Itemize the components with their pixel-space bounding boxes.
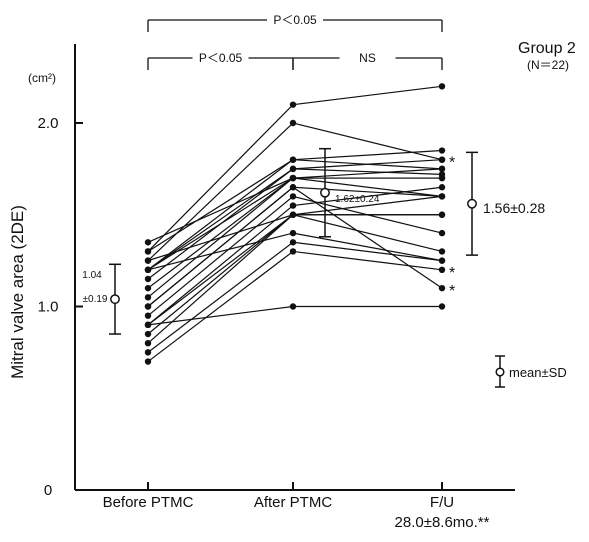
series-point-5-2 — [438, 184, 446, 191]
series-point-9-1 — [289, 184, 297, 191]
after-mean-sd-label: 1.62±0.24 — [335, 194, 380, 205]
series-point-17-0 — [144, 257, 152, 264]
series-point-20-2 — [438, 193, 446, 200]
series-point-7-2 — [438, 229, 446, 237]
series-point-6-2 — [438, 303, 446, 310]
series-point-19-2 — [438, 83, 446, 90]
chart-subtitle: (N＝22) — [527, 58, 569, 72]
asterisk-0: * — [449, 155, 455, 172]
series-point-10-0 — [144, 294, 152, 301]
legend-mean-marker — [495, 367, 505, 377]
legend-mean-sd-label: mean±SD — [509, 365, 567, 380]
series-point-8-2 — [438, 284, 446, 292]
series-point-21-2 — [438, 171, 446, 178]
mean-marker-1 — [320, 187, 330, 198]
y-tick-label-1.0: 1.0 — [38, 299, 59, 316]
series-point-16-2 — [438, 156, 446, 163]
series-point-6-1 — [289, 303, 297, 310]
comparison-label-bg-1 — [192, 49, 249, 65]
series-point-11-0 — [144, 284, 152, 292]
mean-marker-0 — [110, 294, 120, 305]
series-point-20-0 — [144, 239, 152, 246]
series-point-21-1 — [289, 165, 297, 173]
comparison-label-bg-0 — [267, 11, 323, 27]
series-point-15-1 — [289, 229, 297, 237]
mean-marker-2 — [467, 198, 477, 209]
before-mean-label: 1.04 — [82, 270, 102, 281]
series-point-0-1 — [289, 248, 297, 255]
series-point-2-2 — [438, 248, 446, 255]
series-point-1-0 — [144, 349, 152, 356]
fu-mean-sd-label: 1.56±0.28 — [483, 200, 545, 216]
comparison-label-bg-2 — [339, 49, 396, 65]
series-point-15-2 — [438, 257, 446, 264]
series-point-9-0 — [144, 303, 152, 310]
asterisk-2: * — [449, 283, 455, 300]
y-axis-label: Mitral valve area (2DE) — [8, 205, 27, 379]
series-point-17-2 — [438, 211, 446, 218]
series-point-18-1 — [289, 156, 297, 163]
before-sd-label: ±0.19 — [83, 294, 108, 305]
comparison-label-0: P＜0.05 — [273, 13, 317, 27]
series-point-1-1 — [289, 239, 297, 246]
y-tick-label-2.0: 2.0 — [38, 115, 59, 132]
x-tick-label-1: After PTMC — [254, 494, 333, 511]
x-tick-label-2: F/U — [430, 494, 454, 511]
series-point-12-0 — [144, 275, 152, 283]
series-point-14-2 — [438, 165, 446, 173]
series-point-21-0 — [144, 266, 152, 273]
series-point-19-1 — [289, 101, 297, 108]
comparison-label-1: P＜0.05 — [199, 51, 243, 65]
series-point-7-1 — [289, 193, 297, 200]
x-tick-label-0: Before PTMC — [103, 494, 194, 511]
series-line-6 — [147, 305, 442, 326]
y-axis-unit: (cm²) — [28, 71, 56, 85]
series-point-5-1 — [289, 202, 297, 209]
series-point-0-2 — [438, 266, 446, 273]
series-point-18-2 — [438, 147, 446, 154]
y-tick-label-0: 0 — [44, 482, 52, 499]
series-point-2-0 — [144, 340, 152, 347]
series-point-20-1 — [289, 174, 297, 182]
series-point-16-1 — [289, 119, 297, 127]
series-point-3-0 — [144, 330, 152, 338]
chart-title: Group 2 — [518, 40, 576, 57]
series-point-0-0 — [144, 358, 152, 365]
series-point-19-0 — [144, 248, 152, 255]
asterisk-1: * — [449, 265, 455, 282]
x-sublabel: 28.0±8.6mo.** — [395, 514, 490, 531]
comparison-label-2: NS — [359, 51, 376, 65]
series-point-17-1 — [289, 211, 297, 218]
series-point-7-0 — [144, 312, 152, 319]
series-point-6-0 — [144, 321, 152, 329]
